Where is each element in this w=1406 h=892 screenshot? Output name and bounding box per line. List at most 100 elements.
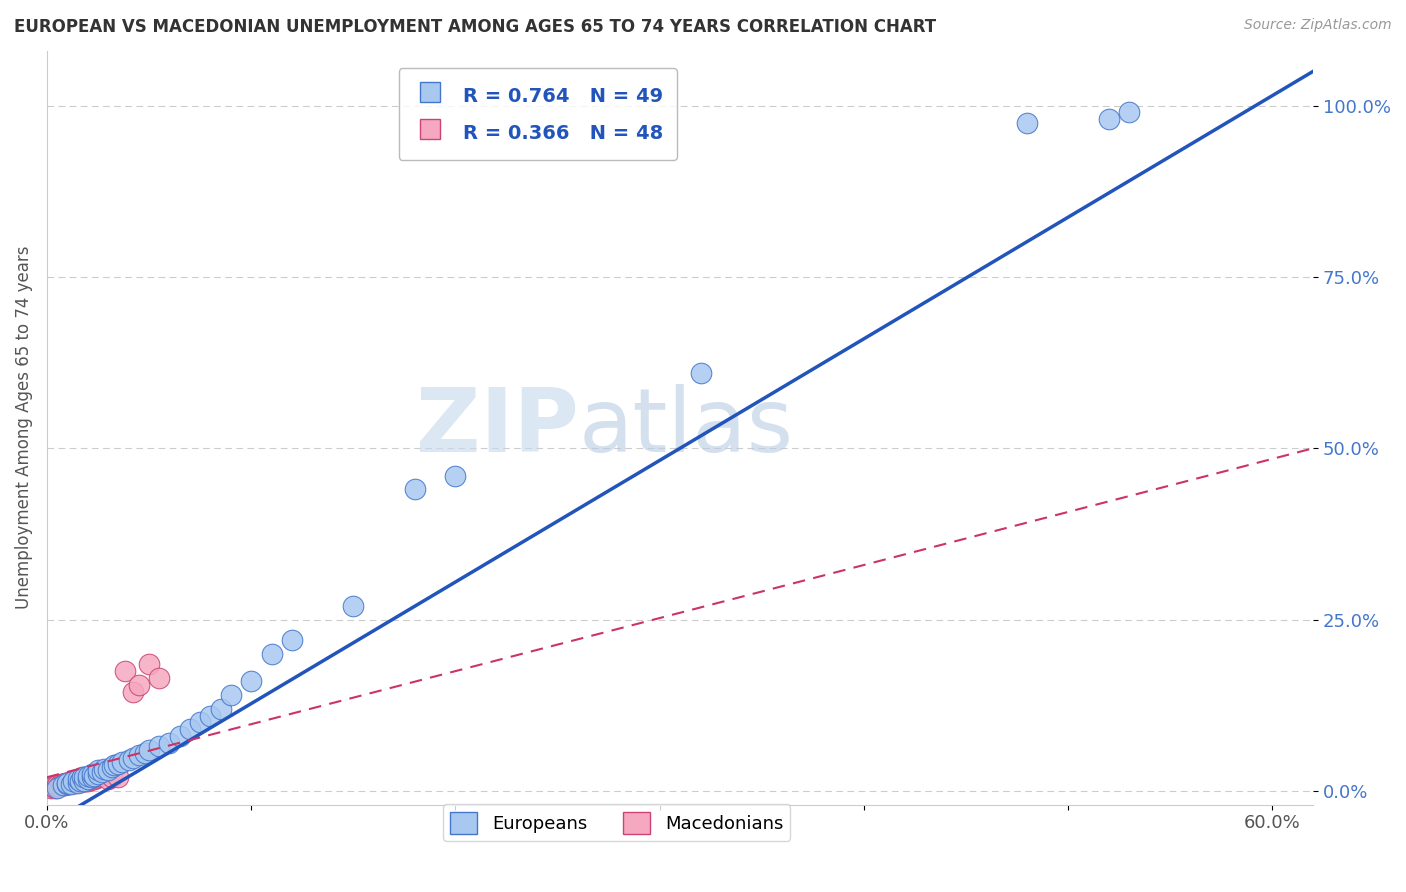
Legend: R = 0.764   N = 49, R = 0.366   N = 48: R = 0.764 N = 49, R = 0.366 N = 48 bbox=[398, 68, 676, 160]
Point bbox=[93, 762, 115, 776]
Text: atlas: atlas bbox=[579, 384, 794, 471]
Point bbox=[107, 756, 129, 771]
Point bbox=[219, 688, 242, 702]
Point bbox=[91, 764, 114, 779]
Point bbox=[114, 664, 136, 678]
Point bbox=[103, 758, 125, 772]
Point bbox=[87, 770, 110, 784]
Point bbox=[56, 776, 79, 790]
Point bbox=[66, 776, 89, 790]
Point bbox=[83, 772, 105, 786]
Point bbox=[44, 780, 66, 795]
Point bbox=[179, 723, 201, 737]
Point bbox=[80, 772, 103, 787]
Point bbox=[76, 773, 98, 788]
Point bbox=[72, 770, 94, 784]
Point bbox=[58, 775, 80, 789]
Point bbox=[1098, 112, 1121, 127]
Point bbox=[56, 777, 79, 791]
Point bbox=[148, 671, 170, 685]
Point bbox=[138, 657, 160, 672]
Point bbox=[80, 770, 103, 784]
Point bbox=[42, 780, 65, 794]
Point bbox=[121, 751, 143, 765]
Point bbox=[62, 776, 84, 790]
Point bbox=[83, 769, 105, 783]
Point bbox=[53, 776, 76, 790]
Text: Source: ZipAtlas.com: Source: ZipAtlas.com bbox=[1244, 18, 1392, 32]
Point bbox=[72, 774, 94, 789]
Point bbox=[89, 769, 111, 783]
Point bbox=[111, 755, 134, 769]
Point bbox=[101, 770, 124, 784]
Point bbox=[65, 776, 87, 790]
Point bbox=[75, 772, 97, 786]
Point bbox=[48, 779, 70, 793]
Point bbox=[72, 772, 94, 786]
Point bbox=[200, 708, 222, 723]
Point bbox=[70, 774, 93, 789]
Point bbox=[65, 773, 87, 788]
Point bbox=[66, 775, 89, 789]
Point bbox=[188, 715, 211, 730]
Point bbox=[52, 777, 75, 791]
Point bbox=[84, 771, 107, 785]
Point bbox=[107, 770, 129, 784]
Point bbox=[121, 684, 143, 698]
Point bbox=[97, 772, 120, 786]
Point bbox=[69, 772, 91, 787]
Point bbox=[52, 779, 75, 793]
Point bbox=[76, 772, 98, 786]
Point bbox=[69, 773, 91, 788]
Point bbox=[60, 777, 83, 791]
Point bbox=[51, 777, 73, 791]
Point bbox=[117, 753, 139, 767]
Point bbox=[58, 777, 80, 791]
Point bbox=[66, 772, 89, 787]
Point bbox=[76, 769, 98, 783]
Point bbox=[62, 774, 84, 789]
Point bbox=[46, 780, 69, 795]
Point bbox=[76, 771, 98, 785]
Point bbox=[66, 772, 89, 786]
Point bbox=[134, 746, 156, 760]
Point bbox=[101, 760, 124, 774]
Point bbox=[75, 773, 97, 788]
Point bbox=[1118, 105, 1140, 120]
Point bbox=[444, 468, 467, 483]
Point bbox=[72, 773, 94, 788]
Point bbox=[689, 366, 711, 380]
Point bbox=[1017, 116, 1039, 130]
Point bbox=[80, 767, 103, 781]
Point bbox=[39, 780, 62, 795]
Point bbox=[69, 775, 91, 789]
Point bbox=[70, 770, 93, 784]
Point bbox=[342, 599, 364, 613]
Point bbox=[128, 748, 150, 763]
Point bbox=[240, 674, 263, 689]
Point bbox=[60, 776, 83, 790]
Point bbox=[53, 778, 76, 792]
Text: ZIP: ZIP bbox=[416, 384, 579, 471]
Point bbox=[404, 483, 426, 497]
Point bbox=[169, 729, 191, 743]
Point bbox=[56, 777, 79, 791]
Point bbox=[46, 779, 69, 793]
Point bbox=[60, 775, 83, 789]
Point bbox=[51, 779, 73, 793]
Point bbox=[46, 779, 69, 793]
Y-axis label: Unemployment Among Ages 65 to 74 years: Unemployment Among Ages 65 to 74 years bbox=[15, 246, 32, 609]
Point bbox=[260, 647, 283, 661]
Point bbox=[148, 739, 170, 754]
Point bbox=[52, 779, 75, 793]
Text: EUROPEAN VS MACEDONIAN UNEMPLOYMENT AMONG AGES 65 TO 74 YEARS CORRELATION CHART: EUROPEAN VS MACEDONIAN UNEMPLOYMENT AMON… bbox=[14, 18, 936, 36]
Point bbox=[159, 736, 181, 750]
Point bbox=[87, 764, 110, 778]
Point bbox=[56, 776, 79, 790]
Point bbox=[87, 767, 110, 781]
Point bbox=[138, 743, 160, 757]
Point bbox=[128, 678, 150, 692]
Point bbox=[281, 633, 304, 648]
Point bbox=[70, 772, 93, 787]
Point bbox=[79, 772, 101, 787]
